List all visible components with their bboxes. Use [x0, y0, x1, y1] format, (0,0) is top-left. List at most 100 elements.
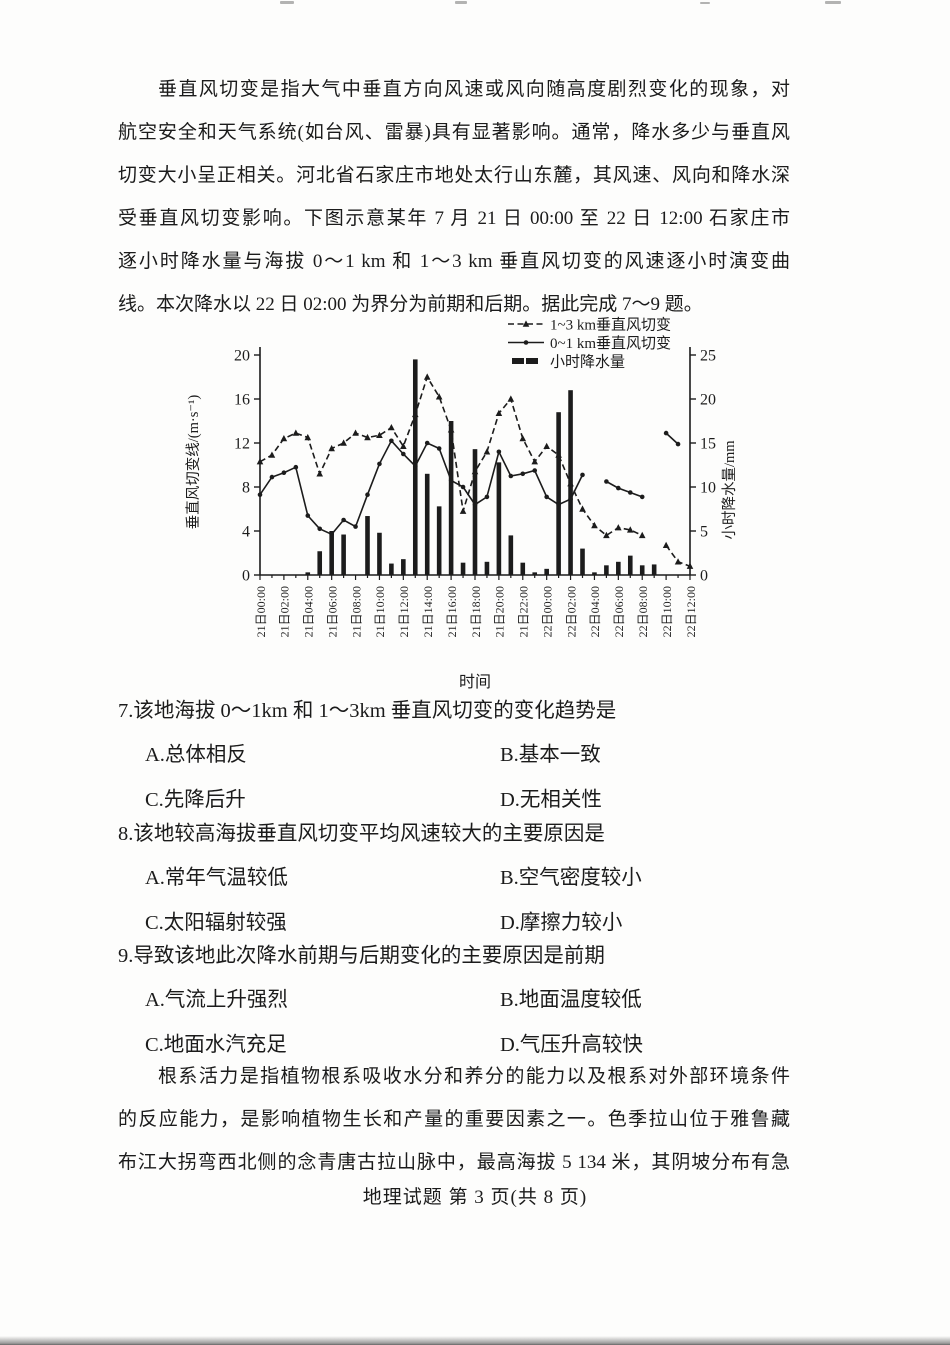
shear-0-1km-marker	[412, 463, 418, 469]
shear-0-1km-marker	[675, 441, 681, 447]
x-axis-tick-label: 21日22:00	[517, 586, 531, 637]
passage-wind-shear: 垂直风切变是指大气中垂直方向风速或风向随高度剧烈变化的现象，对 航空安全和天气系…	[118, 68, 790, 326]
shear-1-3km-marker	[519, 435, 527, 442]
shear-1-3km-marker	[328, 444, 335, 452]
passage-root-activity: 根系活力是指植物根系吸收水分和养分的能力以及根系对外部环境条件 的反应能力，是影…	[118, 1055, 790, 1184]
shear-1-3km-marker	[591, 521, 598, 529]
shear-0-1km-path	[665, 432, 679, 445]
left-axis-tick-label: 20	[234, 348, 250, 365]
shear-1-3km-marker	[483, 448, 491, 455]
shear-0-1km-marker	[639, 494, 645, 500]
shear-1-3km-marker	[388, 424, 395, 431]
shear-0-1km-marker	[424, 440, 430, 446]
x-axis-tick-label: 21日18:00	[469, 586, 483, 637]
page-footer: 地理试题 第 3 页(共 8 页)	[362, 1187, 588, 1208]
shear-0-1km-marker	[472, 502, 478, 507]
legend-label: 0~1 km垂直风切变	[550, 335, 671, 352]
x-axis-tick-label: 22日02:00	[564, 586, 578, 637]
shear-0-1km-marker	[508, 473, 514, 479]
wind-shear-precipitation-chart: 0 4 8 12 16 20 0 5 10 15 20 25 21日00:00 21日02:00 21日04…	[185, 317, 738, 692]
question-number: 9.	[118, 945, 134, 967]
x-axis-tick-label: 21日10:00	[373, 586, 387, 637]
x-axis-tick-label: 22日04:00	[588, 586, 602, 637]
rain-bar	[627, 555, 633, 575]
shear-0-1km-marker	[269, 474, 275, 480]
rain-bar	[616, 561, 621, 575]
right-axis-tick-label: 0	[700, 568, 708, 585]
option-a: A.气流上升强烈	[145, 989, 288, 1011]
scan-artifact-bottom-shadow	[0, 1336, 950, 1345]
shear-1-3km-marker	[304, 433, 312, 441]
shear-0-1km-marker	[532, 468, 538, 473]
option-a: A.总体相反	[145, 744, 247, 766]
rain-bar	[317, 551, 323, 575]
x-axis-tick-label: 21日16:00	[445, 586, 459, 637]
rain-bar	[472, 449, 478, 575]
shear-1-3km-marker	[626, 526, 634, 533]
shear-1-3km-marker	[435, 393, 443, 400]
left-axis-tick-label: 0	[242, 568, 250, 585]
right-axis-tick-label: 10	[700, 480, 716, 497]
passage-line: 布江大拐弯西北侧的念青唐古拉山脉中，最高海拔 5 134 米，其阴坡分布有急	[118, 1152, 790, 1173]
legend-bar-swatch	[512, 358, 524, 364]
shear-0-1km-marker	[580, 472, 585, 478]
scan-artifact-speck	[280, 1, 294, 4]
scan-artifact-speck	[700, 2, 710, 4]
question-number: 8.	[118, 823, 134, 845]
shear-1-3km-marker	[340, 439, 347, 446]
shear-0-1km-marker	[604, 479, 609, 484]
x-axis-tick-label: 22日08:00	[636, 586, 650, 637]
scan-artifact-speck	[825, 1, 841, 4]
legend-bar-swatch	[526, 358, 538, 364]
question-stem: 8.该地较高海拔垂直风切变平均风速较大的主要原因是	[118, 820, 818, 848]
shear-0-1km-marker	[365, 492, 370, 497]
shear-0-1km-marker	[329, 532, 334, 537]
shear-0-1km-marker	[520, 471, 526, 477]
passage-line: 根系活力是指植物根系吸收水分和养分的能力以及根系对外部环境条件	[158, 1066, 790, 1087]
right-axis-tick-label: 5	[700, 524, 708, 541]
shear-1-3km-marker	[316, 470, 324, 477]
rain-bar	[460, 562, 466, 575]
option-b: B.基本一致	[500, 744, 601, 766]
x-axis-tick-label: 22日10:00	[660, 586, 674, 637]
legend-label: 小时降水量	[550, 354, 625, 371]
shear-0-1km-path	[259, 439, 584, 536]
rain-bar	[341, 534, 346, 575]
shear-0-1km-marker	[293, 464, 299, 470]
shear-1-3km-marker	[662, 541, 670, 548]
shear-0-1km-marker	[341, 517, 346, 523]
legend-dot-marker	[523, 340, 529, 345]
shear-0-1km-marker	[377, 461, 382, 467]
options: A.总体相反 B.基本一致 C.先降后升 D.无相关性	[118, 741, 818, 814]
shear-0-1km-marker	[389, 438, 394, 444]
legend-label: 1~3 km垂直风切变	[550, 317, 671, 334]
scan-artifact-speck	[455, 1, 467, 4]
right-axis-tick-label: 15	[700, 436, 716, 453]
x-axis-tick-label: 21日14:00	[421, 586, 435, 637]
rain-bar	[305, 572, 311, 575]
right-axis-tick-label: 25	[700, 348, 716, 365]
passage-line: 航空安全和天气系统(如台风、雷暴)具有显著影响。通常，降水多少与垂直风	[118, 122, 790, 143]
rain-bar	[389, 563, 394, 575]
options: A.常年气温较低 B.空气密度较小 C.太阳辐射较强 D.摩擦力较小	[118, 864, 818, 937]
option-d: D.气压升高较快	[500, 1034, 643, 1056]
left-axis-title: 垂直风切变线/(m·s⁻¹)	[185, 395, 202, 530]
x-axis-tick-label: 21日08:00	[349, 586, 363, 637]
shear-1-3km-marker	[674, 558, 682, 565]
shear-1-3km-marker	[579, 505, 586, 512]
option-b: B.空气密度较小	[500, 867, 642, 889]
shear-1-3km-marker	[686, 562, 694, 569]
left-axis-tick-label: 4	[242, 524, 250, 541]
x-axis-tick-label: 21日04:00	[302, 586, 316, 637]
option-c: C.先降后升	[145, 789, 246, 811]
rain-bar	[496, 462, 502, 575]
x-axis-title: 时间	[459, 673, 491, 691]
question-8: 8.该地较高海拔垂直风切变平均风速较大的主要原因是 A.常年气温较低 B.空气密…	[118, 820, 818, 937]
shear-1-3km-marker	[459, 507, 467, 514]
shear-1-3km-marker	[507, 395, 515, 402]
passage-line: 垂直风切变是指大气中垂直方向风速或风向随高度剧烈变化的现象，对	[158, 79, 790, 100]
shear-1-3km-marker	[400, 442, 407, 449]
shear-0-1km-marker	[257, 492, 263, 497]
rain-bar	[544, 568, 549, 575]
